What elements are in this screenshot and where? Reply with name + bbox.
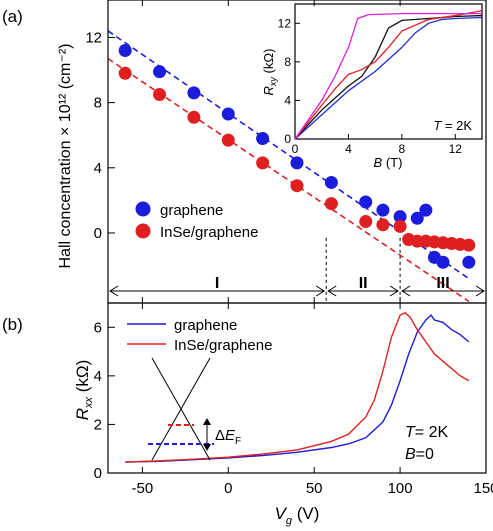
inset-xtick-label: 0 [292, 142, 299, 156]
region-arrowhead-right [389, 285, 400, 297]
region-label: III [436, 275, 449, 292]
data-point-1 [256, 156, 270, 170]
annotation-field: B=0 [405, 446, 434, 463]
panel-b-xtick-label: 150 [473, 480, 493, 497]
data-point-1 [290, 179, 304, 193]
data-point-0 [410, 211, 424, 225]
delta-ef-label: ΔEF [215, 427, 241, 447]
panel-a-ytick-label: 0 [94, 225, 102, 242]
region-arrowhead-left [401, 285, 411, 297]
panel-a: (a) Hall concentration × 10¹² (cm⁻²) 0 4 8… [2, 0, 487, 304]
legend-label-graphene: graphene [160, 202, 223, 219]
panel-a-ylabel: Hall concentration × 10¹² (cm⁻²) [57, 44, 74, 269]
panel-b-ytick-label: 0 [94, 465, 102, 482]
panel-a-label: (a) [2, 7, 23, 26]
region-arrowhead-left [109, 285, 119, 297]
panel-a-regions: I II III [109, 237, 485, 303]
inset-ytick-label: 0 [284, 132, 291, 146]
inset-xtick-label: 12 [449, 142, 463, 156]
data-point-0 [462, 255, 476, 269]
data-point-1 [462, 238, 476, 252]
data-point-1 [187, 110, 201, 124]
data-point-0 [118, 44, 132, 57]
legend-label-inse-graphene-b: InSe/graphene [174, 337, 272, 354]
inset-ytick-label: 8 [284, 55, 291, 69]
inset-xtick-label: 8 [399, 142, 406, 156]
data-point-1 [153, 87, 167, 101]
panel-b-plot [125, 311, 470, 463]
data-point-0 [153, 65, 167, 79]
region-arrowhead-right [475, 285, 485, 297]
legend-marker-inse-graphene [135, 223, 151, 239]
data-point-1 [324, 197, 338, 211]
data-point-1 [393, 219, 407, 233]
panel-a-ytick-label: 8 [94, 95, 102, 112]
data-point-0 [187, 86, 201, 100]
data-point-1 [221, 133, 235, 147]
rxx-curve-0 [125, 314, 470, 463]
region-arrowhead-right [315, 285, 326, 297]
region-label: II [359, 275, 368, 292]
delta-ef-arrowhead-up [203, 418, 211, 425]
panel-b-ytick-label: 6 [94, 319, 102, 336]
legend-label-inse-graphene: InSe/graphene [160, 224, 258, 241]
inset-ytick-label: 12 [278, 16, 292, 30]
panel-b-ytick-label: 2 [94, 416, 102, 433]
panel-b-ylabel: Rxx (kΩ) [73, 360, 95, 421]
data-point-0 [393, 210, 407, 224]
cone-line-right [151, 357, 211, 461]
panel-b-xtick-label: 100 [388, 480, 413, 497]
data-point-0 [290, 156, 304, 170]
inset-ytick-label: 4 [284, 93, 291, 107]
panel-b-frame [107, 302, 487, 474]
data-point-0 [359, 195, 373, 209]
panel-a-legend: graphene InSe/graphene [135, 201, 258, 241]
panel-a-ticks: 0 4 8 12 [85, 0, 487, 303]
data-point-1 [376, 218, 390, 232]
inset-ylabel: Rxy (kΩ) [261, 49, 278, 96]
inset-plot: 0 4 8 12 0 4 8 12 [278, 10, 483, 156]
inset-xlabel: B (T) [374, 155, 403, 170]
inset-frame [294, 3, 483, 140]
fit-line-1 [107, 57, 470, 303]
region-label: I [215, 275, 219, 292]
panel-b-legend: graphene InSe/graphene [127, 317, 272, 354]
dirac-cone-schematic: ΔEF [148, 357, 241, 461]
panel-b-ticks: -50 0 50 100 150 0 2 4 6 [94, 303, 493, 497]
inset-curve-0 [294, 16, 483, 140]
panel-b-xlabel: Vg (V) [275, 504, 320, 527]
panel-b-xtick-label: -50 [132, 480, 154, 497]
rxx-curve-1 [125, 311, 470, 463]
delta-ef-arrowhead-down [203, 444, 211, 451]
annotation-temperature: T= 2K [405, 424, 448, 441]
panel-b-label: (b) [2, 315, 23, 334]
inset-xtick-label: 4 [345, 142, 352, 156]
data-point-0 [436, 255, 450, 269]
data-point-1 [359, 215, 373, 229]
data-point-0 [419, 203, 433, 217]
panel-b-xtick-label: 0 [224, 480, 232, 497]
data-point-0 [256, 131, 270, 145]
region-arrowhead-left [327, 285, 337, 297]
inset-annotation: T = 2K [433, 118, 472, 133]
data-point-0 [221, 107, 235, 121]
panel-a-ytick-label: 12 [85, 29, 102, 46]
panel-a-plot [107, 30, 476, 303]
inset: 0 4 8 12 0 4 8 12 Rxy (kΩ) B (T) T = 2K [261, 3, 483, 170]
data-point-0 [376, 203, 390, 217]
data-point-1 [118, 66, 132, 80]
data-point-0 [324, 175, 338, 189]
legend-marker-graphene [135, 201, 151, 217]
inset-curve-3 [294, 12, 482, 140]
inset-curve-2 [294, 10, 483, 140]
panel-b: (b) -50 0 50 100 150 0 2 4 6 Rxx (kΩ) Vg (V) gra… [2, 302, 493, 527]
panel-b-xtick-label: 50 [306, 480, 323, 497]
panel-b-ytick-label: 4 [94, 368, 102, 385]
legend-label-graphene-b: graphene [174, 317, 237, 334]
panel-a-ytick-label: 4 [94, 160, 102, 177]
